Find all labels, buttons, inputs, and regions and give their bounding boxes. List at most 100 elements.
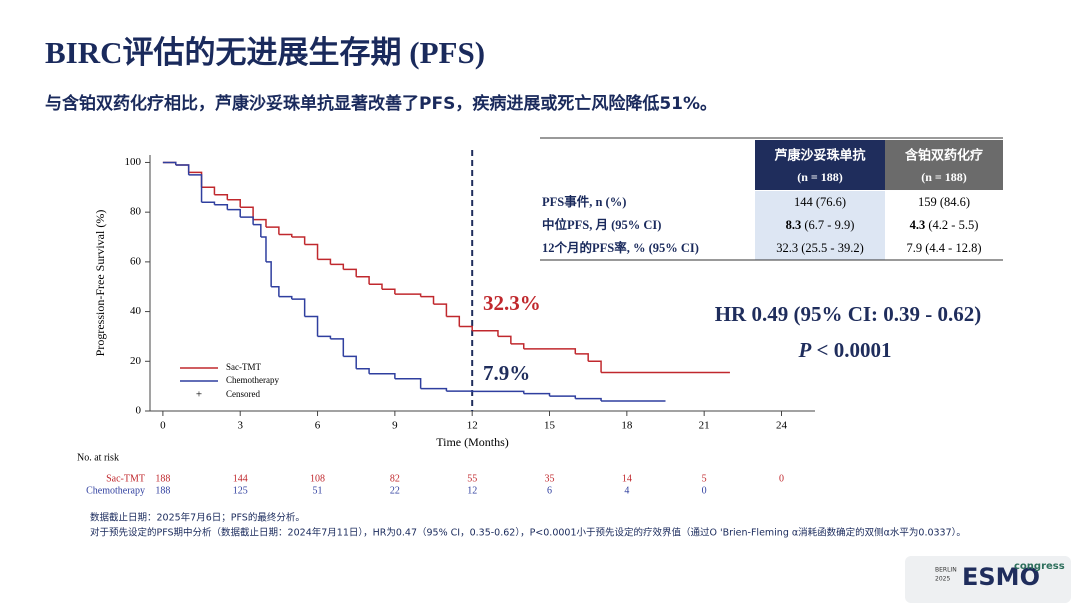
- cell: 4.3 (4.2 - 5.5): [910, 218, 979, 232]
- header-n: (n = 188): [797, 170, 843, 184]
- header-n: (n = 188): [921, 170, 967, 184]
- p-text: < 0.0001: [811, 338, 891, 362]
- logo-year: 2025: [935, 576, 950, 583]
- risk-count: 125: [233, 485, 248, 496]
- risk-count: 0: [702, 485, 707, 496]
- risk-count: 5: [702, 473, 707, 484]
- x-tick-label: 24: [776, 420, 788, 432]
- x-tick-label: 6: [315, 420, 321, 432]
- risk-count: 0: [779, 473, 784, 484]
- risk-count: 35: [545, 473, 555, 484]
- logo-brand: ESMO: [962, 563, 1040, 591]
- km-step: [549, 348, 577, 354]
- risk-count: 82: [390, 473, 400, 484]
- risk-count: 6: [547, 485, 552, 496]
- cell-text: 144 (76.6): [794, 195, 846, 209]
- risk-count: 108: [310, 473, 325, 484]
- km-step: [317, 258, 332, 265]
- risk-title: No. at risk: [77, 452, 119, 463]
- km-step: [343, 268, 357, 277]
- km-step: [523, 392, 551, 397]
- km-step: [227, 208, 241, 218]
- km-step: [265, 226, 280, 235]
- km-step: [369, 283, 383, 290]
- km-step: [472, 329, 499, 337]
- km-step: [278, 233, 293, 238]
- x-tick-label: 9: [392, 420, 398, 432]
- y-axis-title: Progression-Free Survival (%): [93, 210, 107, 357]
- km-step: [497, 335, 512, 344]
- km-step: [459, 325, 473, 331]
- subtitle: 与含铂双药化疗相比，芦康沙妥珠单抗显著改善了PFS，疾病进展或死亡风险降低51%…: [45, 93, 717, 114]
- header-name: 芦康沙妥珠单抗: [774, 148, 865, 164]
- cell: 7.9 (4.4 - 12.8): [907, 241, 982, 255]
- risk-row-name: Sac-TMT: [106, 473, 145, 484]
- km-step: [394, 377, 422, 389]
- cell-text: 7.9 (4.4 - 12.8): [907, 241, 982, 255]
- y-tick-label: 60: [130, 255, 142, 267]
- km-step: [188, 174, 203, 203]
- km-step: [369, 372, 396, 379]
- km-step: [510, 343, 525, 349]
- hazard-ratio: HR 0.49 (95% CI: 0.39 - 0.62): [715, 302, 982, 326]
- cell-text: (4.2 - 5.5): [925, 218, 978, 232]
- cell: 32.3 (25.5 - 39.2): [776, 241, 864, 255]
- km-step: [214, 203, 229, 210]
- cell: 8.3 (6.7 - 9.9): [786, 218, 855, 232]
- km-step: [278, 295, 293, 300]
- risk-count: 22: [390, 485, 400, 496]
- risk-count: 55: [467, 473, 477, 484]
- km-step: [201, 201, 216, 205]
- km-step: [253, 223, 262, 238]
- km-step: [253, 218, 267, 228]
- km-step: [549, 395, 577, 399]
- header-name: 含铂双药化疗: [904, 148, 983, 164]
- x-tick-label: 21: [699, 420, 710, 432]
- km-step: [271, 285, 280, 297]
- cell: 144 (76.6): [794, 195, 846, 209]
- risk-count: 188: [155, 473, 170, 484]
- km-step: [420, 387, 448, 392]
- legend-label: Censored: [226, 389, 260, 399]
- row-label: PFS事件, n (%): [542, 194, 626, 209]
- km-step: [304, 315, 319, 337]
- footnote: 对于预先设定的PFS期中分析（数据截止日期：2024年7月11日），HR为0.4…: [90, 527, 966, 539]
- legend-label: Chemotherapy: [226, 375, 279, 385]
- p-symbol: P: [797, 338, 811, 362]
- cell-text: 32.3 (25.5 - 39.2): [776, 241, 864, 255]
- km-step: [291, 236, 306, 245]
- km-step: [356, 276, 370, 285]
- km-step: [291, 298, 306, 317]
- km-step: [175, 164, 190, 173]
- row-label: 12个月的PFS率, % (95% CI): [542, 240, 699, 255]
- km-step: [588, 360, 602, 373]
- y-tick-label: 100: [125, 156, 142, 168]
- cell: 159 (84.6): [918, 195, 970, 209]
- footnote: 数据截止日期：2025年7月6日；PFS的最终分析。: [90, 512, 305, 524]
- km-step: [381, 288, 396, 295]
- header-cell: [885, 140, 1003, 190]
- km-step: [330, 338, 345, 357]
- cell-bold: 8.3: [786, 218, 802, 232]
- km-step: [343, 355, 357, 369]
- km-step: [420, 295, 435, 305]
- y-tick-label: 40: [130, 305, 142, 317]
- km-step: [394, 293, 422, 297]
- km-step: [162, 161, 177, 165]
- risk-row-name: Chemotherapy: [86, 485, 145, 496]
- logo-city: BERLIN: [935, 567, 957, 574]
- title: BIRC评估的无进展生存期 (PFS): [45, 35, 485, 70]
- km-step: [317, 335, 332, 339]
- body-cell: [755, 191, 885, 260]
- x-tick-label: 12: [467, 420, 478, 432]
- km-step: [214, 194, 229, 200]
- km-step: [575, 397, 602, 402]
- header-cell: [755, 140, 885, 190]
- km-step: [330, 263, 345, 270]
- km-step: [265, 261, 272, 287]
- logo-bg: [905, 556, 1071, 603]
- km-step: [575, 353, 589, 362]
- x-axis-title: Time (Months): [436, 435, 509, 449]
- km-step: [240, 216, 254, 225]
- km-step: [433, 303, 448, 317]
